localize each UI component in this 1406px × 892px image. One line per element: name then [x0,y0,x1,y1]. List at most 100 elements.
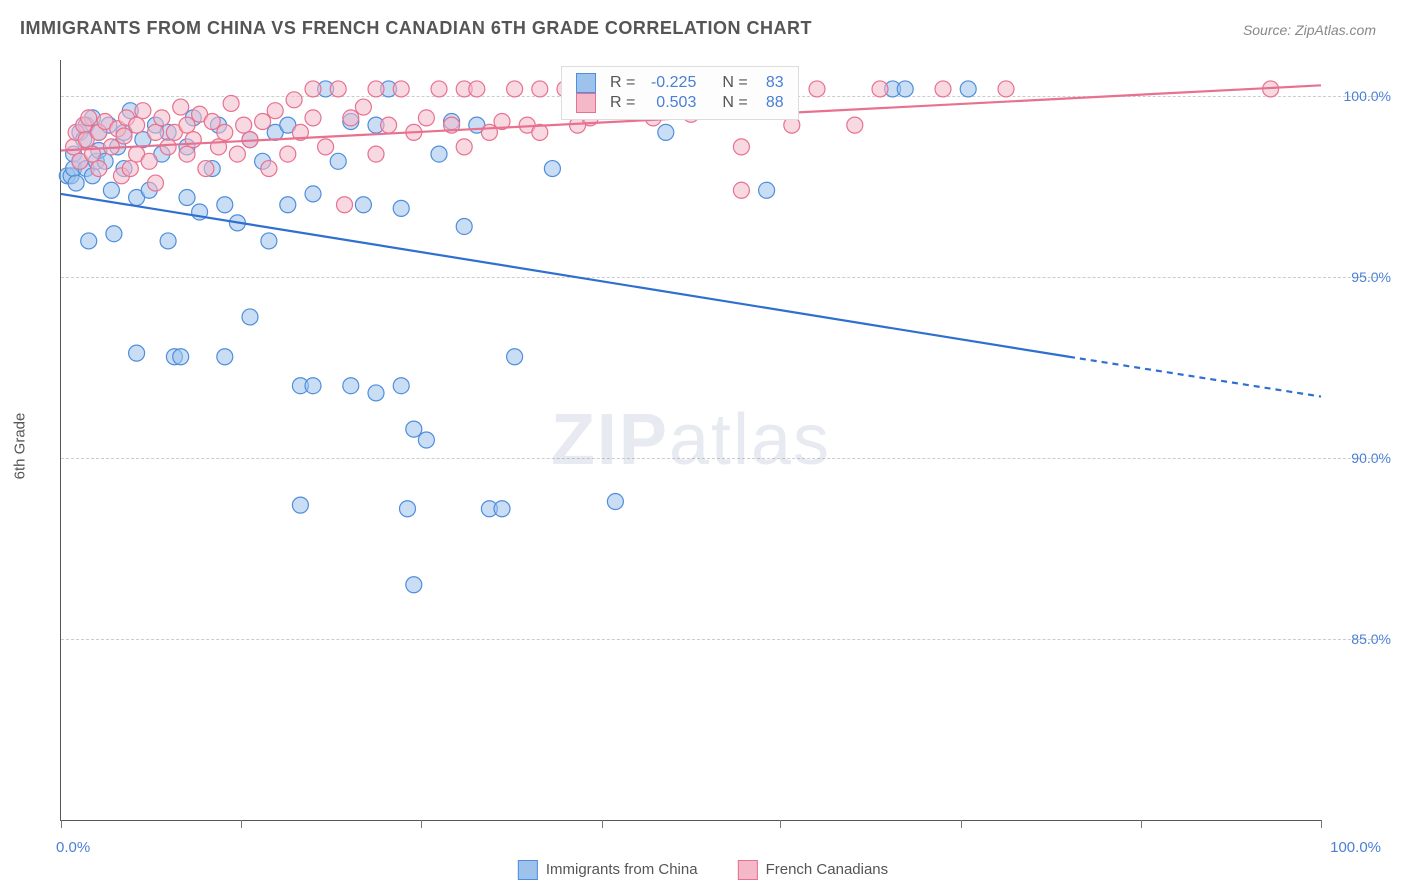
x-tick-mark [421,820,422,828]
data-point [507,349,523,365]
data-point [507,81,523,97]
data-point [129,345,145,361]
data-point [280,197,296,213]
data-point [122,161,138,177]
data-point [280,146,296,162]
data-point [261,161,277,177]
x-axis-min-label: 0.0% [56,839,90,856]
data-point [381,117,397,133]
data-point [103,182,119,198]
data-point [809,81,825,97]
data-point [255,114,271,130]
data-point [81,110,97,126]
data-point [393,378,409,394]
data-point [154,110,170,126]
data-point [229,146,245,162]
data-point [897,81,913,97]
data-point [960,81,976,97]
data-point [81,233,97,249]
stats-r-value: 0.503 [641,94,696,112]
data-point [160,233,176,249]
chart-title: IMMIGRANTS FROM CHINA VS FRENCH CANADIAN… [20,18,812,39]
stats-n-value: 83 [754,74,784,92]
data-point [418,110,434,126]
x-tick-mark [1141,820,1142,828]
data-point [355,99,371,115]
data-point [129,117,145,133]
data-point [148,124,164,140]
stats-n-label: N = [722,94,747,112]
data-point [179,146,195,162]
data-point [733,182,749,198]
legend-bottom: Immigrants from China French Canadians [518,860,888,880]
stats-n-value: 88 [754,94,784,112]
data-point [135,103,151,119]
chart-svg [61,60,1321,820]
data-point [733,139,749,155]
data-point [330,81,346,97]
data-point [286,92,302,108]
legend-swatch [518,860,538,880]
data-point [658,124,674,140]
data-point [179,117,195,133]
data-point [198,161,214,177]
data-point [267,103,283,119]
legend-item: French Canadians [738,860,889,880]
plot-area: ZIPatlas R =-0.225N =83R =0.503N =88 0.0… [60,60,1321,821]
data-point [872,81,888,97]
trend-line [61,194,1069,357]
data-point [305,186,321,202]
data-point [337,197,353,213]
x-axis-max-label: 100.0% [1330,839,1381,856]
data-point [343,378,359,394]
legend-label: French Canadians [766,861,889,878]
data-point [393,81,409,97]
data-point [759,182,775,198]
data-point [242,309,258,325]
data-point [318,139,334,155]
data-point [261,233,277,249]
data-point [431,146,447,162]
data-point [148,175,164,191]
data-point [494,501,510,517]
stats-row: R =-0.225N =83 [576,73,784,93]
data-point [305,81,321,97]
data-point [469,81,485,97]
data-point [141,153,157,169]
data-point [217,124,233,140]
data-point [91,161,107,177]
stats-r-label: R = [610,74,635,92]
data-point [292,497,308,513]
data-point [204,114,220,130]
trend-line-dashed [1069,357,1321,397]
data-point [368,81,384,97]
data-point [217,349,233,365]
data-point [223,95,239,111]
y-tick-label: 90.0% [1331,450,1391,466]
data-point [173,99,189,115]
legend-item: Immigrants from China [518,860,698,880]
data-point [456,139,472,155]
data-point [305,110,321,126]
legend-label: Immigrants from China [546,861,698,878]
stats-r-value: -0.225 [641,74,696,92]
data-point [116,128,132,144]
data-point [998,81,1014,97]
y-tick-label: 100.0% [1331,88,1391,104]
data-point [456,218,472,234]
data-point [179,190,195,206]
legend-swatch [738,860,758,880]
x-tick-mark [61,820,62,828]
data-point [847,117,863,133]
source-label: Source: ZipAtlas.com [1243,22,1376,38]
x-tick-mark [961,820,962,828]
data-point [406,421,422,437]
stats-legend-box: R =-0.225N =83R =0.503N =88 [561,66,799,120]
data-point [330,153,346,169]
data-point [544,161,560,177]
x-tick-mark [1321,820,1322,828]
data-point [368,146,384,162]
data-point [935,81,951,97]
x-tick-mark [602,820,603,828]
data-point [393,200,409,216]
